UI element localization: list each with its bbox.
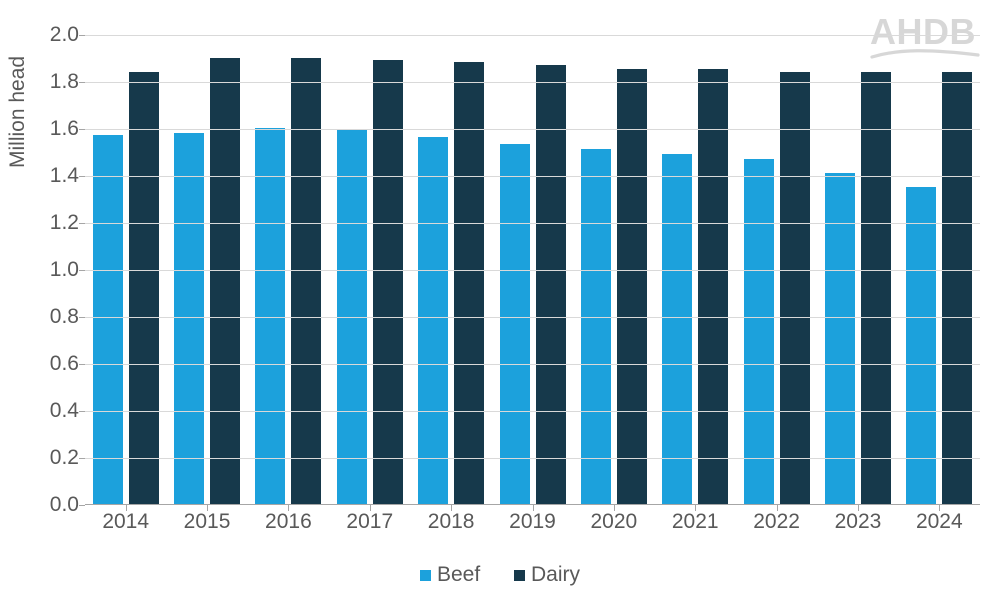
plot-area: 0.00.20.40.60.81.01.21.41.61.82.0 — [85, 35, 980, 505]
gridline — [85, 458, 980, 459]
y-tick-mark — [79, 270, 85, 271]
y-tick-label: 1.4 — [37, 164, 79, 188]
bar-beef — [418, 137, 448, 504]
bar-dairy — [129, 72, 159, 504]
bar-dairy — [780, 72, 810, 504]
bar-dairy — [373, 60, 403, 504]
gridline — [85, 411, 980, 412]
bar-dairy — [861, 72, 891, 504]
y-tick-mark — [79, 223, 85, 224]
bar-dairy — [291, 58, 321, 505]
legend: Beef Dairy — [0, 563, 1000, 587]
gridline — [85, 223, 980, 224]
y-tick-mark — [79, 505, 85, 506]
legend-label-beef: Beef — [437, 563, 480, 586]
y-tick-mark — [79, 411, 85, 412]
y-tick-label: 0.6 — [37, 352, 79, 376]
y-tick-mark — [79, 176, 85, 177]
bar-beef — [500, 144, 530, 504]
gridline — [85, 317, 980, 318]
legend-swatch-beef — [420, 570, 431, 581]
legend-label-dairy: Dairy — [531, 563, 580, 586]
chart-container: AHDB Million head 0.00.20.40.60.81.01.21… — [0, 0, 1000, 597]
y-tick-label: 1.6 — [37, 117, 79, 141]
bar-dairy — [617, 69, 647, 504]
gridline — [85, 35, 980, 36]
bar-dairy — [942, 72, 972, 504]
x-tick-label: 2024 — [916, 510, 963, 534]
bar-dairy — [698, 69, 728, 504]
x-tick-label: 2020 — [591, 510, 638, 534]
y-tick-mark — [79, 458, 85, 459]
legend-item-beef: Beef — [420, 563, 480, 587]
gridline — [85, 270, 980, 271]
y-tick-label: 2.0 — [37, 23, 79, 47]
bar-beef — [744, 159, 774, 504]
bar-beef — [581, 149, 611, 504]
y-tick-label: 0.8 — [37, 305, 79, 329]
x-tick-label: 2015 — [184, 510, 231, 534]
legend-item-dairy: Dairy — [514, 563, 580, 587]
bar-beef — [906, 187, 936, 504]
gridline — [85, 129, 980, 130]
bar-dairy — [536, 65, 566, 504]
gridline — [85, 364, 980, 365]
x-tick-label: 2019 — [509, 510, 556, 534]
y-tick-mark — [79, 317, 85, 318]
y-tick-label: 0.2 — [37, 446, 79, 470]
x-tick-label: 2016 — [265, 510, 312, 534]
bar-beef — [93, 135, 123, 504]
y-tick-label: 1.0 — [37, 258, 79, 282]
bar-beef — [255, 128, 285, 504]
y-tick-mark — [79, 35, 85, 36]
gridline — [85, 176, 980, 177]
y-tick-label: 0.4 — [37, 399, 79, 423]
x-tick-label: 2021 — [672, 510, 719, 534]
bar-beef — [174, 133, 204, 504]
y-tick-mark — [79, 364, 85, 365]
x-tick-label: 2023 — [835, 510, 882, 534]
y-tick-label: 1.8 — [37, 70, 79, 94]
gridline — [85, 82, 980, 83]
x-tick-label: 2018 — [428, 510, 475, 534]
bar-beef — [662, 154, 692, 504]
legend-swatch-dairy — [514, 570, 525, 581]
y-tick-mark — [79, 129, 85, 130]
y-tick-mark — [79, 82, 85, 83]
y-tick-label: 0.0 — [37, 493, 79, 517]
x-tick-label: 2014 — [102, 510, 149, 534]
x-tick-label: 2017 — [346, 510, 393, 534]
y-tick-label: 1.2 — [37, 211, 79, 235]
x-axis-labels: 2014 2015 2016 2017 2018 2019 2020 2021 2022 2023… — [85, 510, 980, 540]
bar-dairy — [210, 58, 240, 505]
x-tick-label: 2022 — [753, 510, 800, 534]
